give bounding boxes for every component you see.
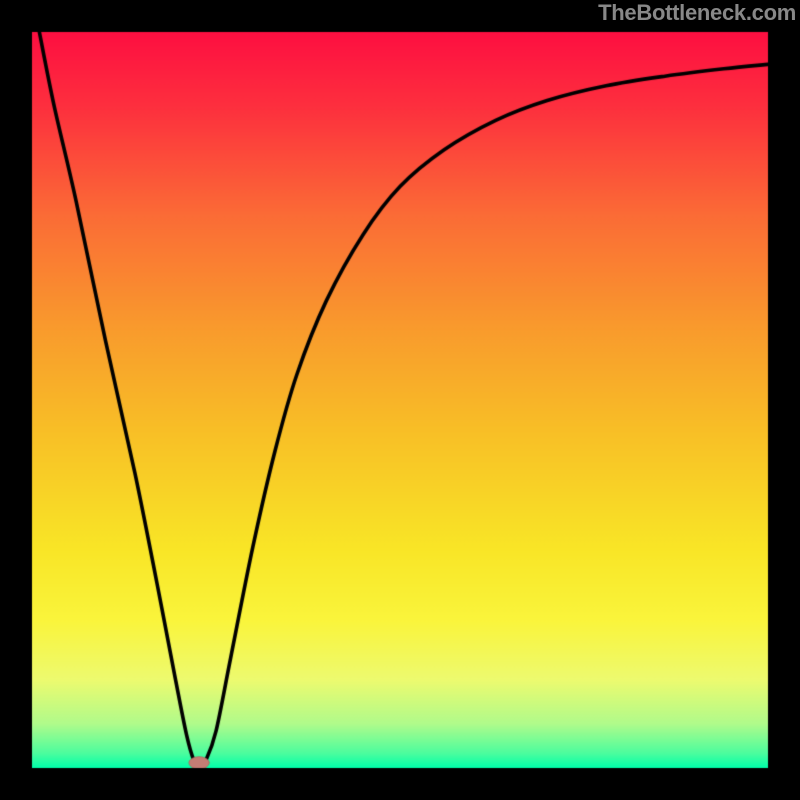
bottleneck-chart-canvas [0, 0, 800, 800]
chart-container: TheBottleneck.com [0, 0, 800, 800]
watermark-text: TheBottleneck.com [598, 0, 796, 26]
